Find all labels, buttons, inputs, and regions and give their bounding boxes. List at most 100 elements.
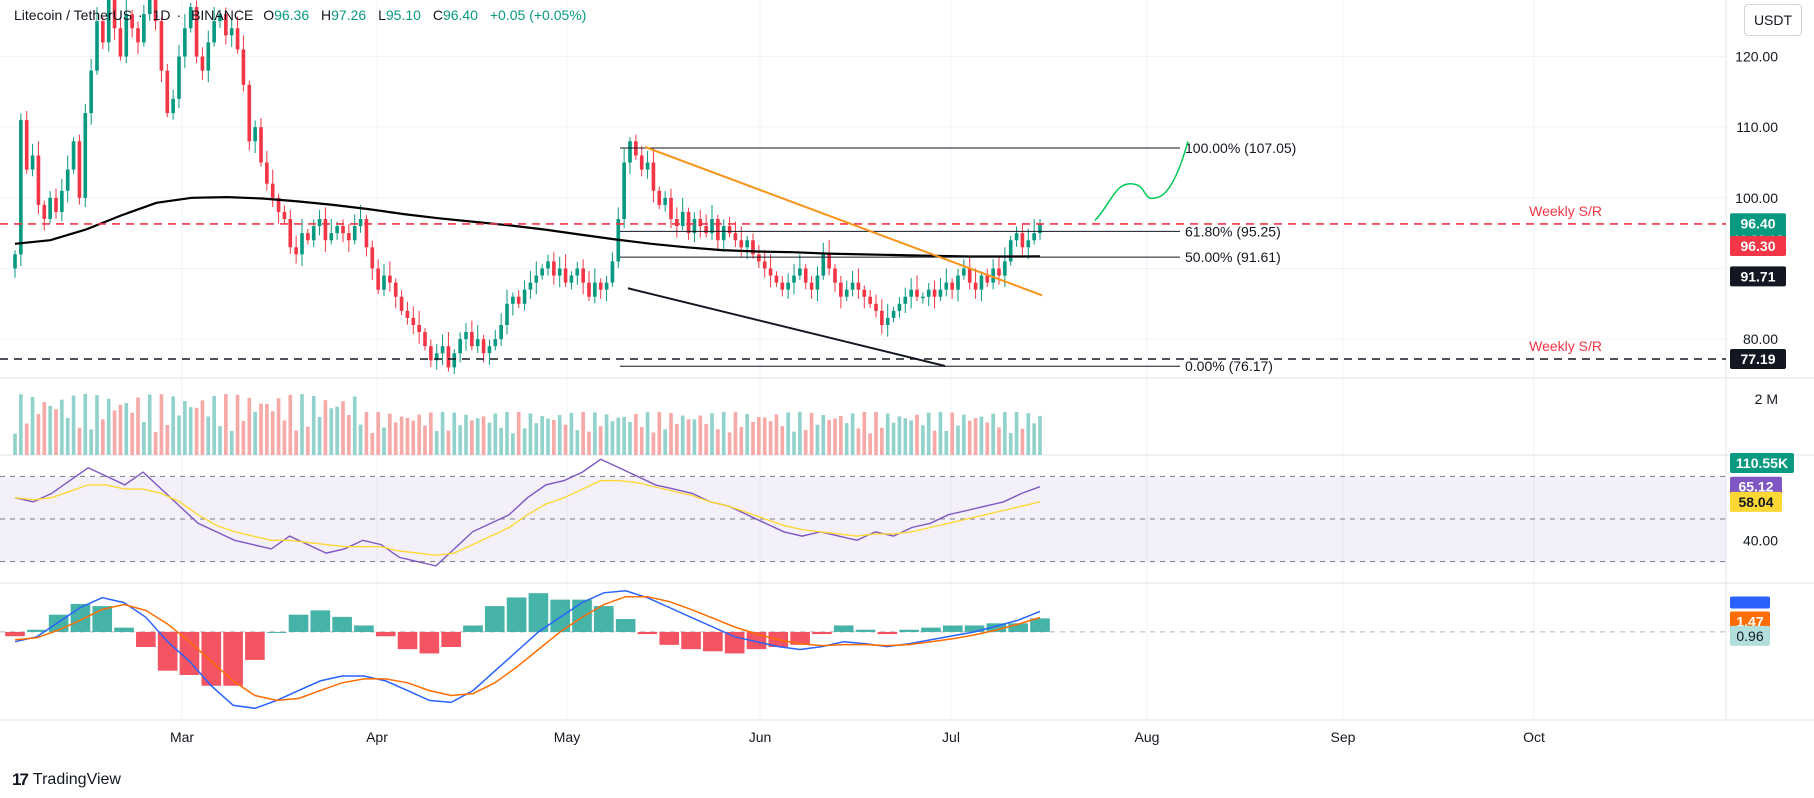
- volume-bar: [1020, 428, 1025, 455]
- price-axis-tick: 100.00: [1735, 190, 1778, 206]
- currency-button[interactable]: USDT: [1744, 4, 1802, 36]
- lower-trendline: [627, 287, 946, 367]
- volume-bar: [809, 412, 814, 455]
- tradingview-brand[interactable]: 17 TradingView: [12, 770, 121, 790]
- symbol-name[interactable]: Litecoin / TetherUS: [14, 7, 133, 23]
- projection-curve: [1094, 141, 1189, 221]
- volume-bar: [376, 412, 380, 455]
- candle: [839, 282, 843, 297]
- volume-bar: [487, 422, 492, 455]
- candle: [458, 339, 462, 354]
- close-label: C: [432, 7, 443, 23]
- price-axis-tick: 120.00: [1735, 49, 1778, 65]
- macd-histogram-bar: [681, 631, 701, 650]
- candle: [868, 296, 872, 304]
- candle: [932, 289, 937, 297]
- volume-bar: [973, 417, 978, 455]
- macd-histogram-bar: [855, 629, 876, 632]
- candle: [200, 56, 205, 71]
- volume-bar: [505, 412, 509, 455]
- candle: [593, 282, 597, 297]
- volume-bar: [915, 414, 919, 455]
- candle: [370, 247, 375, 269]
- volume-bar: [411, 420, 416, 455]
- candle: [897, 303, 902, 311]
- candle: [71, 141, 76, 170]
- candle: [675, 219, 679, 227]
- candle: [30, 155, 35, 170]
- volume-bar: [89, 429, 93, 455]
- candle: [997, 268, 1001, 276]
- low-value: 95.10: [385, 7, 421, 23]
- volume-bar: [844, 423, 849, 455]
- macd-histogram-bar: [746, 631, 767, 650]
- volume-bar: [434, 430, 439, 455]
- volume-bar: [188, 407, 193, 455]
- volume-bar: [399, 416, 404, 455]
- volume-bar: [171, 396, 175, 455]
- open-label: O: [263, 7, 275, 23]
- volume-bar: [909, 420, 913, 455]
- macd-histogram-bar: [223, 631, 243, 686]
- candle: [423, 332, 427, 347]
- volume-bar: [370, 433, 375, 455]
- dot-sep-2: ·: [176, 7, 182, 23]
- volume-bar: [552, 419, 556, 455]
- candle: [42, 204, 47, 220]
- volume-bar: [733, 412, 738, 455]
- candle: [440, 346, 445, 354]
- volume-bar: [358, 424, 363, 455]
- volume-bar: [276, 398, 281, 455]
- candle: [792, 275, 796, 283]
- volume-bar: [634, 413, 638, 455]
- candle: [821, 254, 826, 276]
- volume-bar: [423, 425, 427, 455]
- volume-bar: [30, 396, 35, 455]
- candle: [24, 120, 29, 170]
- volume-bar: [499, 427, 503, 455]
- volume-bar: [762, 417, 767, 455]
- fib-level-label: 0.00% (76.17): [1185, 358, 1273, 374]
- candle: [563, 268, 568, 283]
- volume-bar: [956, 425, 960, 455]
- macd-histogram-bar: [288, 614, 309, 632]
- candle: [382, 275, 386, 290]
- candle: [317, 219, 322, 227]
- interval[interactable]: 1D: [152, 7, 171, 23]
- candle: [950, 282, 954, 290]
- volume-bar: [440, 411, 445, 455]
- rsi-badge: [1730, 491, 1782, 512]
- volume-bar: [71, 395, 76, 455]
- volume-bar: [546, 418, 550, 455]
- volume-bar: [329, 408, 334, 455]
- candle: [686, 211, 691, 234]
- candle: [669, 197, 673, 220]
- candle: [83, 113, 88, 198]
- volume-bar: [493, 413, 498, 455]
- volume-bar: [393, 422, 398, 455]
- volume-bar: [780, 426, 785, 455]
- macd-histogram-bar: [26, 629, 47, 632]
- volume-bar: [352, 396, 357, 455]
- candle: [850, 282, 855, 290]
- candle: [540, 268, 544, 276]
- volume-bar: [598, 426, 603, 455]
- candle: [171, 98, 175, 114]
- candle: [259, 127, 263, 163]
- macd-histogram-bar: [964, 625, 985, 632]
- candle: [106, 0, 111, 43]
- price-badge: [1730, 348, 1786, 369]
- candle: [294, 247, 298, 255]
- volume-bar: [587, 431, 591, 455]
- candle: [780, 282, 785, 290]
- volume-bar: [1003, 412, 1007, 455]
- price-axis-tick: 110.00: [1736, 119, 1778, 135]
- candle: [921, 296, 925, 299]
- candle: [376, 268, 380, 290]
- candle: [60, 190, 64, 212]
- volume-bar: [42, 401, 47, 455]
- price-badge: [1730, 235, 1786, 256]
- fib-level-label: 61.80% (95.25): [1185, 223, 1281, 239]
- volume-bar: [77, 427, 82, 455]
